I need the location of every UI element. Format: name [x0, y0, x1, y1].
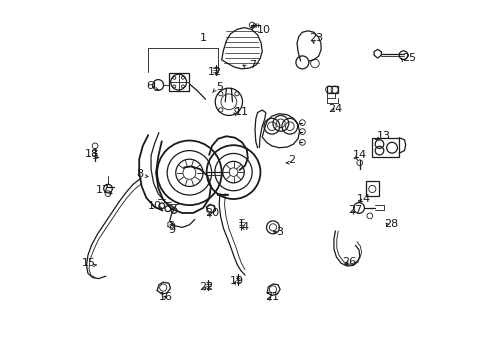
Text: 24: 24: [328, 104, 343, 114]
Text: 1: 1: [200, 33, 207, 43]
Text: 13: 13: [377, 131, 391, 141]
Text: 3: 3: [277, 227, 284, 237]
Text: 18: 18: [84, 149, 98, 159]
Text: 12: 12: [207, 67, 221, 77]
Text: 14: 14: [353, 150, 367, 160]
Text: 15: 15: [82, 258, 96, 268]
Text: 20: 20: [205, 208, 219, 218]
Text: 7: 7: [248, 60, 256, 70]
Text: 21: 21: [265, 292, 279, 302]
Polygon shape: [221, 28, 262, 69]
Text: 10: 10: [147, 201, 162, 211]
Text: 28: 28: [384, 219, 398, 229]
Text: 26: 26: [342, 257, 356, 267]
Text: 23: 23: [309, 33, 323, 43]
Text: 9: 9: [168, 225, 175, 235]
Polygon shape: [262, 114, 299, 148]
Text: 17: 17: [97, 185, 110, 195]
Text: 10: 10: [257, 25, 270, 35]
Text: 6: 6: [147, 81, 153, 91]
Text: 22: 22: [199, 282, 214, 292]
Polygon shape: [372, 138, 399, 157]
Text: 19: 19: [230, 276, 244, 286]
Text: 5: 5: [217, 82, 223, 93]
Text: 25: 25: [402, 53, 416, 63]
Text: 11: 11: [234, 107, 248, 117]
Text: 8: 8: [137, 168, 144, 179]
Polygon shape: [327, 86, 338, 93]
Polygon shape: [169, 73, 190, 91]
Text: 4: 4: [242, 222, 248, 231]
Text: 16: 16: [158, 292, 172, 302]
Polygon shape: [366, 181, 379, 196]
Polygon shape: [374, 49, 381, 58]
Text: 27: 27: [348, 206, 363, 216]
Text: 2: 2: [288, 155, 295, 165]
Text: 14: 14: [357, 194, 371, 204]
